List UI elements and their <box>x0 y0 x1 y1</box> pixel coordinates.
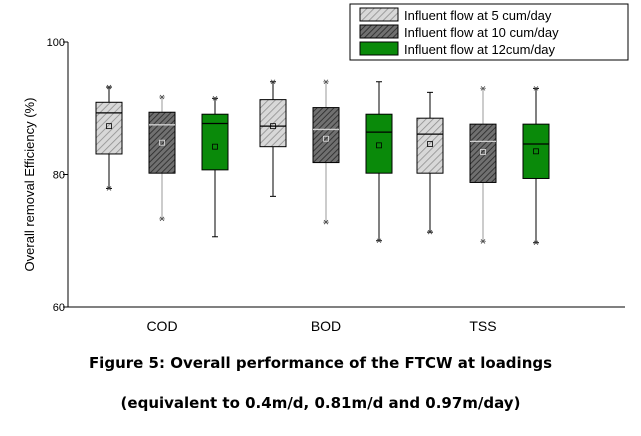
box-influent-flow-at-5-cum/day-tss <box>416 91 444 235</box>
iqr-box <box>416 117 444 174</box>
extreme-marker <box>480 86 486 91</box>
legend-swatch <box>359 41 399 56</box>
figure-caption-line-1: Figure 5: Overall performance of the FTC… <box>88 354 553 372</box>
extreme-marker <box>533 240 539 246</box>
axes: 60 80 100 Overall removal Efficiency (%) COD… <box>22 37 625 334</box>
x-tick-label: BOD <box>311 318 341 334</box>
mean-marker <box>480 149 486 155</box>
extreme-marker <box>106 84 112 90</box>
box-influent-flow-at-10-cum/day-bod <box>312 79 340 225</box>
legend-swatch <box>359 24 399 39</box>
legend-label: Influent flow at 12cum/day <box>404 42 556 57</box>
boxplot-chart: 60 80 100 Overall removal Efficiency (%) COD… <box>22 3 629 334</box>
extreme-marker <box>323 219 329 225</box>
box-influent-flow-at-12cum/day-cod <box>201 96 229 238</box>
mean-marker <box>533 148 539 155</box>
plot-area <box>95 79 550 246</box>
extreme-marker <box>212 96 218 101</box>
legend-label: Influent flow at 5 cum/day <box>404 8 552 23</box>
box-influent-flow-at-5-cum/day-bod <box>259 79 287 197</box>
extreme-marker <box>376 238 382 244</box>
figure-caption-line-2: (equivalent to 0.4m/d, 0.81m/d and 0.97m… <box>120 394 521 412</box>
mean-marker <box>159 139 165 146</box>
x-tick-label: TSS <box>469 318 496 334</box>
extreme-marker <box>106 186 112 191</box>
x-tick-label: COD <box>146 318 177 334</box>
legend: Influent flow at 5 cum/day Influent flow … <box>349 3 629 61</box>
y-tick-label: 80 <box>53 170 65 182</box>
extreme-marker <box>323 79 329 85</box>
box-influent-flow-at-10-cum/day-tss <box>469 86 497 244</box>
mean-marker <box>323 135 329 142</box>
mean-marker <box>376 142 382 149</box>
box-influent-flow-at-12cum/day-bod <box>365 81 393 244</box>
box-influent-flow-at-5-cum/day-cod <box>95 84 123 191</box>
mean-marker <box>270 123 276 130</box>
mean-marker <box>106 123 112 130</box>
iqr-box <box>469 123 497 183</box>
y-tick-label: 60 <box>53 302 65 314</box>
iqr-box <box>259 99 287 148</box>
legend-swatch <box>359 7 399 22</box>
iqr-box <box>95 101 123 155</box>
extreme-marker <box>159 94 165 100</box>
legend-label: Influent flow at 10 cum/day <box>404 25 559 40</box>
mean-marker <box>212 143 218 150</box>
extreme-marker <box>270 79 276 85</box>
y-axis-label: Overall removal Efficiency (%) <box>22 98 37 272</box>
extreme-marker <box>159 216 165 222</box>
box-influent-flow-at-10-cum/day-cod <box>148 94 176 222</box>
extreme-marker <box>427 229 433 235</box>
iqr-box <box>201 113 229 171</box>
iqr-box <box>365 113 393 174</box>
extreme-marker <box>533 86 539 91</box>
mean-marker <box>427 141 433 147</box>
extreme-marker <box>480 239 486 244</box>
box-influent-flow-at-12cum/day-tss <box>522 86 550 246</box>
iqr-box <box>522 123 550 179</box>
y-tick-label: 100 <box>47 37 65 49</box>
iqr-box <box>312 107 340 164</box>
iqr-box <box>148 111 176 174</box>
